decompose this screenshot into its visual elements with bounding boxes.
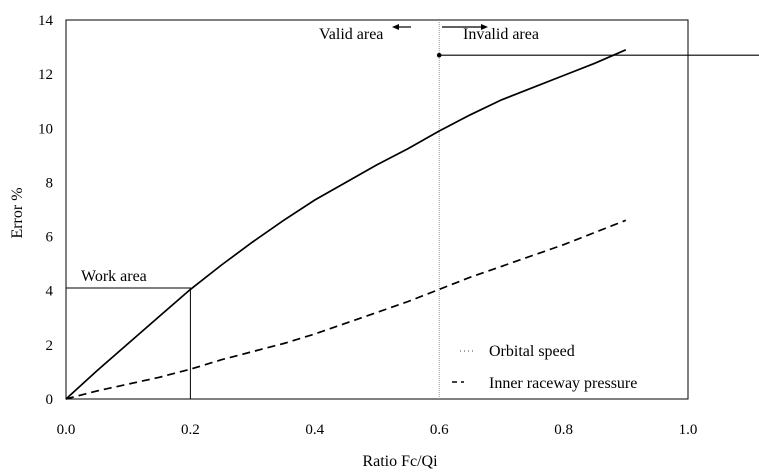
y-axis-label: Error % <box>9 187 26 238</box>
tick-labels: 0.0 0.2 0.4 0.6 0.8 1.0 0 2 4 6 8 10 12 14 <box>38 13 697 438</box>
x-tick-label: 1.0 <box>679 422 698 438</box>
invalid-area-label: Invalid area <box>463 26 539 43</box>
valid-area-label: Valid area <box>319 26 383 43</box>
work-area-label: Work area <box>81 268 147 285</box>
y-tick-label: 6 <box>46 230 54 246</box>
x-tick-label: 0.4 <box>305 422 324 438</box>
x-tick-label: 0.0 <box>57 422 76 438</box>
valid-arrow-head <box>392 24 399 30</box>
x-tick-label: 0.2 <box>181 422 200 438</box>
plot-frame <box>65 19 689 400</box>
x-axis-label: Ratio Fc/Qi <box>362 453 438 470</box>
legend-orbital-speed-label: Orbital speed <box>489 343 575 360</box>
boundary-marker <box>436 52 442 58</box>
legend: Orbital speed Inner raceway pressure <box>452 343 637 392</box>
invalid-arrow-head <box>481 24 488 30</box>
y-tick-label: 14 <box>38 13 54 29</box>
y-tick-label: 0 <box>46 392 54 408</box>
work-area-box <box>66 287 191 399</box>
legend-inner-raceway-label: Inner raceway pressure <box>489 375 637 392</box>
annotations: Valid area Invalid area Work area <box>66 22 759 399</box>
y-tick-label: 10 <box>38 121 53 137</box>
series-lines <box>65 49 627 400</box>
plot-area <box>65 19 689 400</box>
y-tick-label: 8 <box>46 175 54 191</box>
y-tick-label: 4 <box>46 284 54 300</box>
inner-raceway-pressure-line <box>65 219 627 400</box>
x-tick-label: 0.6 <box>430 422 449 438</box>
y-tick-label: 12 <box>38 67 53 83</box>
x-tick-label: 0.8 <box>554 422 573 438</box>
orbital-speed-line <box>65 49 627 400</box>
y-tick-label: 2 <box>46 338 54 354</box>
